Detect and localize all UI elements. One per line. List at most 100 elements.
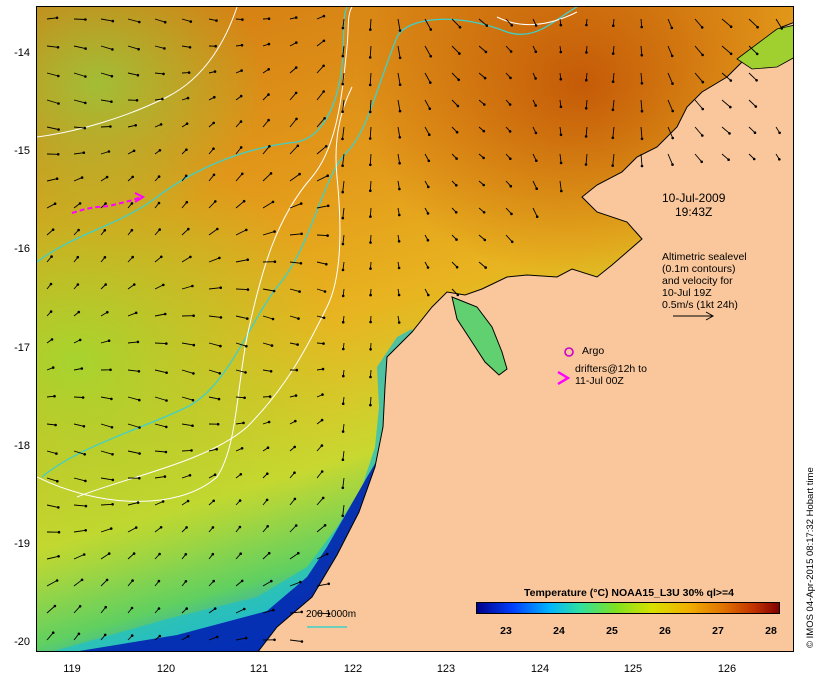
velocity-arrow-head: [265, 498, 269, 502]
velocity-arrow-head: [298, 290, 301, 293]
velocity-arrow: [424, 72, 431, 83]
altimetry-line: (0.1m contours): [662, 263, 736, 275]
velocity-arrow: [181, 342, 194, 346]
velocity-arrow-head: [325, 262, 328, 266]
velocity-arrow-head: [216, 422, 220, 426]
velocity-arrow: [478, 18, 488, 26]
velocity-arrow-head: [188, 46, 192, 49]
velocity-arrows: [46, 14, 784, 643]
velocity-arrow-head: [483, 103, 486, 106]
velocity-arrow-head: [165, 371, 168, 375]
velocity-arrow: [208, 287, 221, 290]
velocity-arrow: [46, 580, 58, 587]
velocity-arrow-head: [429, 81, 432, 84]
velocity-arrow: [73, 126, 85, 129]
velocity-arrow-head: [341, 458, 345, 462]
velocity-arrow: [46, 555, 59, 560]
velocity-arrow-head: [398, 136, 402, 139]
velocity-arrow-head: [239, 473, 243, 476]
velocity-arrow-head: [185, 526, 188, 529]
velocity-arrow-head: [192, 343, 196, 347]
velocity-arrow-head: [454, 211, 458, 214]
velocity-arrow-head: [218, 372, 221, 375]
velocity-arrow-head: [429, 54, 433, 58]
velocity-arrow-head: [455, 184, 458, 187]
velocity-arrow: [316, 145, 327, 155]
velocity-arrow-head: [701, 134, 704, 137]
velocity-arrow-head: [559, 23, 563, 27]
velocity-arrow: [369, 207, 372, 217]
velocity-arrow-head: [51, 631, 55, 634]
velocity-arrow: [73, 529, 86, 533]
velocity-arrow: [262, 288, 275, 292]
velocity-arrow: [100, 528, 112, 533]
velocity-arrow: [154, 284, 164, 290]
velocity-arrow: [235, 369, 246, 373]
velocity-arrow-head: [158, 552, 161, 556]
velocity-arrow-head: [293, 497, 297, 501]
velocity-arrow-head: [326, 174, 330, 177]
velocity-arrow: [100, 99, 112, 103]
velocity-arrow-head: [483, 238, 487, 242]
velocity-arrow-head: [165, 342, 168, 345]
lon-label: 121: [249, 663, 269, 675]
velocity-arrow-head: [219, 286, 222, 290]
velocity-arrow: [73, 605, 81, 614]
velocity-arrow-head: [104, 202, 107, 205]
velocity-arrow-head: [427, 159, 431, 163]
velocity-arrow: [262, 315, 274, 320]
velocity-arrow: [532, 180, 538, 189]
velocity-arrow: [73, 423, 85, 427]
velocity-arrow-head: [217, 397, 221, 401]
velocity-arrow: [154, 501, 164, 506]
velocity-arrow-head: [110, 397, 113, 401]
velocity-arrow: [289, 145, 299, 155]
velocity-arrow-head: [326, 234, 329, 237]
velocity-arrow-head: [455, 265, 459, 269]
velocity-arrow: [208, 228, 218, 236]
velocity-arrow: [478, 45, 487, 53]
velocity-arrow-head: [322, 316, 326, 320]
velocity-arrow: [316, 288, 326, 292]
velocity-arrow-head: [296, 343, 299, 346]
velocity-arrow-head: [105, 578, 109, 582]
velocity-arrow-head: [369, 375, 372, 379]
velocity-arrow-head: [131, 175, 134, 179]
velocity-arrow: [262, 146, 270, 155]
velocity-arrow-head: [322, 39, 326, 43]
velocity-arrow-head: [298, 172, 301, 176]
velocity-arrow-head: [268, 395, 272, 398]
velocity-arrow-head: [130, 202, 134, 205]
velocity-arrow-head: [240, 69, 243, 72]
velocity-arrow-head: [267, 42, 271, 46]
velocity-arrow-head: [191, 284, 194, 288]
velocity-arrow-head: [457, 78, 461, 82]
velocity-arrow-head: [369, 267, 372, 270]
velocity-arrow: [342, 72, 345, 85]
velocity-scale-arrow: [673, 311, 715, 321]
velocity-arrow-head: [427, 293, 430, 297]
velocity-arrow: [127, 423, 140, 428]
velocity-arrow-head: [243, 396, 246, 400]
velocity-arrow-head: [191, 398, 195, 402]
velocity-arrow-head: [246, 258, 249, 261]
velocity-arrow-head: [241, 172, 244, 176]
velocity-arrow-head: [78, 338, 82, 342]
sealevel-contour-4: [496, 11, 578, 26]
velocity-arrow: [289, 173, 300, 182]
velocity-arrow: [154, 45, 165, 49]
velocity-arrow-head: [560, 189, 563, 193]
velocity-arrow: [127, 312, 137, 317]
velocity-arrow-head: [729, 79, 733, 82]
velocity-arrow: [181, 423, 193, 427]
velocity-arrow: [46, 632, 54, 641]
velocity-arrow: [397, 153, 401, 164]
velocity-arrow-head: [138, 426, 141, 429]
velocity-arrow: [505, 207, 512, 215]
north-reef-cutout: [736, 25, 793, 70]
velocity-arrow: [667, 18, 673, 29]
velocity-arrow-head: [455, 130, 459, 134]
velocity-arrow-head: [398, 213, 401, 217]
velocity-arrow-head: [612, 24, 615, 28]
velocity-arrow-head: [510, 212, 513, 216]
